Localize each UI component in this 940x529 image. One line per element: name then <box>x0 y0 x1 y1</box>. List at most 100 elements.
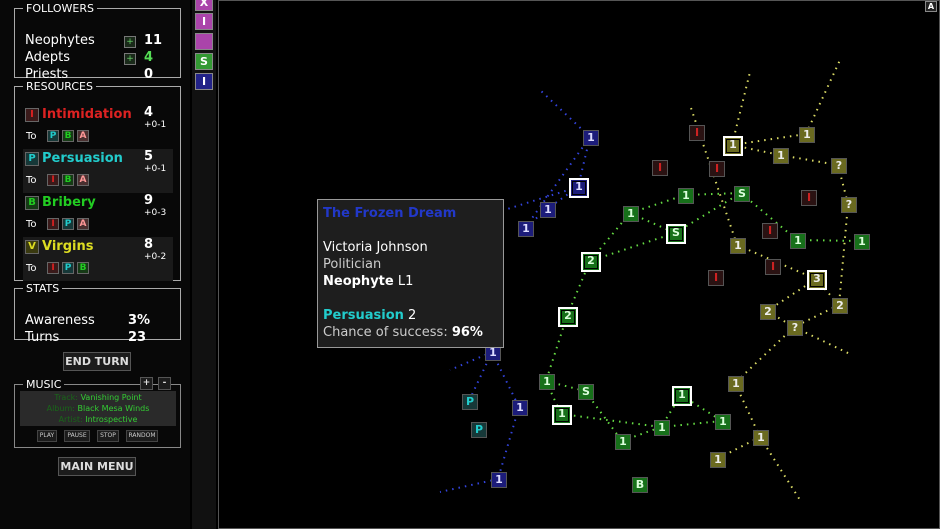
person-node[interactable]: 2 <box>581 252 601 272</box>
map-corner-button[interactable]: A <box>925 1 937 12</box>
person-node[interactable]: ? <box>787 320 803 336</box>
convert-to-I-button[interactable]: I <box>47 262 59 274</box>
convert-to-label: To <box>26 263 37 274</box>
resource-value: 8 <box>144 237 154 252</box>
convert-to-I-button[interactable]: I <box>47 174 59 186</box>
person-node[interactable]: 2 <box>832 298 848 314</box>
person-node[interactable]: 1 <box>485 345 501 361</box>
strip-button-blank[interactable] <box>195 33 213 50</box>
link-line <box>759 436 801 501</box>
intimidation-marker[interactable]: I <box>708 270 724 286</box>
convert-to-I-button[interactable]: I <box>47 218 59 230</box>
convert-to-B-button[interactable]: B <box>77 262 89 274</box>
strip-button-s[interactable]: S <box>195 53 213 70</box>
person-node[interactable]: 1 <box>518 221 534 237</box>
tooltip-level: L1 <box>397 274 414 289</box>
person-node[interactable]: 1 <box>491 472 507 488</box>
link-line <box>731 133 807 146</box>
resource-income: +0-1 <box>144 164 167 174</box>
person-node[interactable]: 1 <box>678 188 694 204</box>
music-panel: MUSIC <box>14 378 181 448</box>
person-node[interactable]: P <box>462 394 478 410</box>
volume-down-button[interactable]: - <box>158 377 171 390</box>
resource-icon: V <box>25 240 39 254</box>
track-name: Vanishing Point <box>80 393 142 402</box>
link-line <box>734 326 795 384</box>
person-node[interactable]: ? <box>841 197 857 213</box>
link-line <box>736 244 817 280</box>
tooltip-chance-label: Chance of success: <box>323 325 448 340</box>
person-node[interactable]: 2 <box>558 307 578 327</box>
tooltip-chance: 96% <box>451 325 483 340</box>
person-node[interactable]: B <box>632 477 648 493</box>
volume-up-button[interactable]: + <box>140 377 153 390</box>
person-node[interactable]: 1 <box>539 374 555 390</box>
person-node[interactable]: 1 <box>854 234 870 250</box>
link-line <box>439 478 499 493</box>
resource-income: +0-1 <box>144 120 167 130</box>
person-node[interactable]: P <box>471 422 487 438</box>
person-node[interactable]: 1 <box>728 376 744 392</box>
convert-to-B-button[interactable]: B <box>62 174 74 186</box>
main-menu-button[interactable]: MAIN MENU <box>58 457 136 476</box>
person-node[interactable]: 1 <box>730 238 746 254</box>
person-node[interactable]: 1 <box>654 420 670 436</box>
convert-to-label: To <box>26 131 37 142</box>
strip-button-x[interactable]: X <box>195 0 213 11</box>
end-turn-button[interactable]: END TURN <box>63 352 131 371</box>
priests-value: 0 <box>144 67 154 82</box>
person-node[interactable]: S <box>666 224 686 244</box>
person-node[interactable]: 1 <box>790 233 806 249</box>
link-line <box>731 71 751 146</box>
person-node[interactable]: 1 <box>583 130 599 146</box>
person-node[interactable]: 1 <box>715 414 731 430</box>
person-node[interactable]: 1 <box>672 386 692 406</box>
person-node[interactable]: 3 <box>807 270 827 290</box>
convert-to-P-button[interactable]: P <box>62 262 74 274</box>
person-node[interactable]: 1 <box>799 127 815 143</box>
person-node[interactable]: 1 <box>623 206 639 222</box>
person-node[interactable]: 2 <box>760 304 776 320</box>
artist-name: Introspective <box>85 415 138 424</box>
resource-bribery: B Bribery 9 +0-3 To I P A <box>23 193 173 237</box>
person-node[interactable]: 1 <box>569 178 589 198</box>
convert-to-A-button[interactable]: A <box>77 174 89 186</box>
add-adept-button[interactable]: + <box>124 53 136 65</box>
person-node[interactable]: 1 <box>552 405 572 425</box>
tooltip-job: Politician <box>323 257 382 272</box>
person-node[interactable]: S <box>734 186 750 202</box>
person-node[interactable]: ? <box>831 158 847 174</box>
stop-button[interactable]: STOP <box>97 430 119 442</box>
intimidation-marker[interactable]: I <box>762 223 778 239</box>
convert-to-B-button[interactable]: B <box>62 130 74 142</box>
convert-to-P-button[interactable]: P <box>62 218 74 230</box>
intimidation-marker[interactable]: I <box>689 125 705 141</box>
person-node[interactable]: 1 <box>540 202 556 218</box>
person-node[interactable]: 1 <box>710 452 726 468</box>
convert-to-A-button[interactable]: A <box>77 218 89 230</box>
intimidation-marker[interactable]: I <box>801 190 817 206</box>
person-node[interactable]: 1 <box>773 148 789 164</box>
pause-button[interactable]: PAUSE <box>64 430 90 442</box>
strip-button-i[interactable]: I <box>195 13 213 30</box>
intimidation-marker[interactable]: I <box>709 161 725 177</box>
convert-to-P-button[interactable]: P <box>47 130 59 142</box>
stats-panel: STATS Awareness 3% Turns 23 <box>14 282 181 345</box>
convert-to-label: To <box>26 219 37 230</box>
person-node[interactable]: 1 <box>512 400 528 416</box>
person-node[interactable]: 1 <box>615 434 631 450</box>
person-node[interactable]: 1 <box>753 430 769 446</box>
play-button[interactable]: PLAY <box>37 430 57 442</box>
random-button[interactable]: RANDOM <box>126 430 158 442</box>
intimidation-marker[interactable]: I <box>765 259 781 275</box>
intimidation-marker[interactable]: I <box>652 160 668 176</box>
convert-to-A-button[interactable]: A <box>77 130 89 142</box>
resource-name: Persuasion <box>42 151 123 166</box>
resource-name: Bribery <box>42 195 96 210</box>
awareness-value: 3% <box>128 313 151 328</box>
person-node[interactable]: S <box>578 384 594 400</box>
add-neophyte-button[interactable]: + <box>124 36 136 48</box>
strip-button-i-blue[interactable]: I <box>195 73 213 90</box>
person-node[interactable]: 1 <box>723 136 743 156</box>
awareness-label: Awareness <box>25 313 95 328</box>
